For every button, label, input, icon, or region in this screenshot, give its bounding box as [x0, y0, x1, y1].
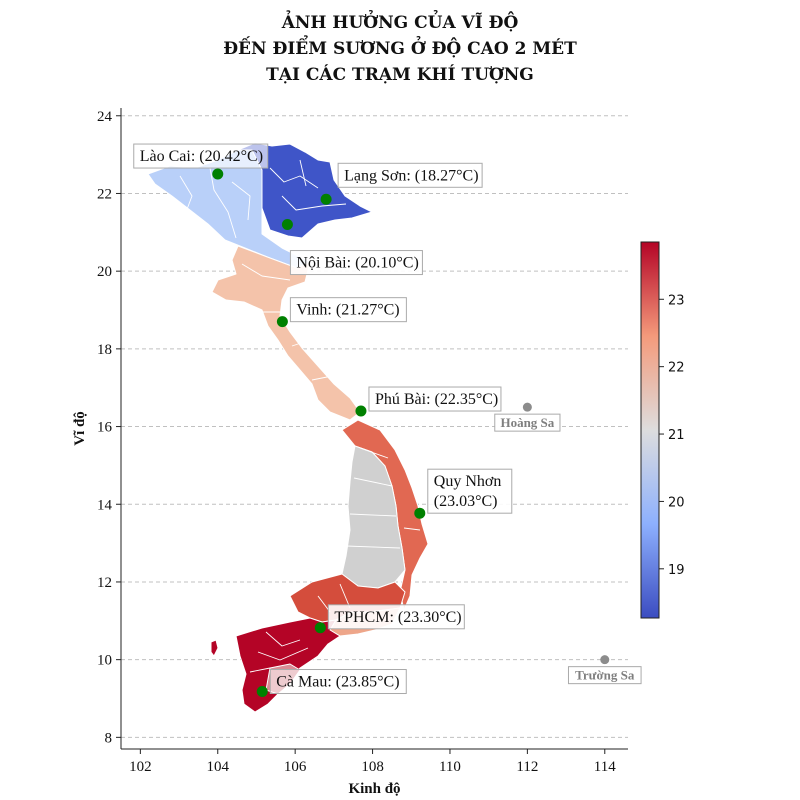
y-axis-title: Vĩ độ [72, 411, 88, 446]
title-line-1: ẢNH HƯỞNG CỦA VĨ ĐỘ [281, 13, 519, 33]
station-label-box [337, 162, 483, 188]
colorbar-tick-label-22: 22 [668, 361, 685, 376]
x-tick-label-114: 114 [594, 759, 616, 775]
station-label-text: TPHCM: (23.30°C) [334, 609, 461, 626]
island-hoang-sa: Hoàng Sa [494, 402, 561, 432]
chart-title: ẢNH HƯỞNG CỦA VĨ ĐỘ ĐẾN ĐIỂM SƯƠNG Ở ĐỘ … [0, 10, 800, 88]
vietnam-map-regions [147, 142, 429, 713]
station-marker [256, 686, 268, 698]
y-tick-label-18: 18 [97, 342, 112, 358]
island-label-box [567, 666, 642, 685]
y-tick-label-22: 22 [97, 186, 112, 202]
title-line-3: TẠI CÁC TRẠM KHÍ TƯỢNG [266, 65, 534, 85]
station-marker [355, 405, 367, 417]
y-tick-label-20: 20 [97, 264, 112, 280]
island-truong-sa: Trường Sa [567, 655, 642, 685]
province-boundaries [179, 159, 421, 673]
y-tick-label-8: 8 [105, 730, 113, 746]
island-marker [600, 655, 610, 665]
station-label-text: Phú Bài: (22.35°C) [375, 391, 498, 408]
y-tick-label-16: 16 [97, 420, 113, 436]
axes: 102 104 106 108 110 112 114 8 10 12 14 16 18 20 22 24 Ki… [72, 108, 628, 797]
colorbar-tick-label-21: 21 [668, 428, 685, 443]
island-marker [522, 402, 532, 412]
y-tick-label-24: 24 [97, 109, 113, 125]
station-label-text: Lạng Sơn: (18.27°C) [344, 167, 478, 184]
islands: Hoàng Sa Trường Sa [494, 402, 642, 685]
station-marker [281, 219, 293, 231]
station-vinh: Vinh: (21.27°C) [276, 297, 407, 328]
x-tick-label-102: 102 [129, 759, 152, 775]
station-label-box [133, 143, 269, 169]
x-tick-label-104: 104 [207, 759, 230, 775]
colorbar-tick-label-19: 19 [668, 563, 685, 578]
region-north-central [211, 245, 361, 421]
colorbar-tick-label-20: 20 [668, 495, 685, 510]
station-quy-nhon: Quy Nhơn (23.03°C) [414, 468, 513, 519]
x-tick-label-106: 106 [284, 759, 307, 775]
station-label-box [289, 297, 407, 323]
x-tick-label-110: 110 [439, 759, 461, 775]
station-lang-son: Lạng Sơn: (18.27°C) [320, 162, 483, 205]
stations: Lào Cai: (20.42°C) Lạng Sơn: (18.27°C) Nội… [133, 143, 513, 698]
station-phu-bai: Phú Bài: (22.35°C) [355, 386, 502, 417]
y-tick-label-10: 10 [97, 653, 112, 669]
station-noi-bai: Nội Bài: (20.10°C) [281, 219, 423, 276]
colorbar-ticks: 19 20 21 22 23 [659, 293, 685, 578]
colorbar-gradient [640, 241, 660, 619]
station-label-text: Vinh: (21.27°C) [296, 302, 399, 319]
station-label-text: Quy Nhơn [434, 473, 502, 490]
station-label-text: Nội Bài: (20.10°C) [296, 255, 418, 272]
x-tick-label-108: 108 [361, 759, 384, 775]
station-label-box [289, 250, 423, 276]
station-lao-cai: Lào Cai: (20.42°C) [133, 143, 269, 180]
title-line-2: ĐẾN ĐIỂM SƯƠNG Ở ĐỘ CAO 2 MÉT [223, 39, 577, 59]
station-label-box [368, 386, 502, 412]
island-label: Hoàng Sa [500, 415, 554, 430]
station-label-text-2: (23.03°C) [434, 493, 498, 510]
station-marker [414, 507, 426, 519]
station-marker [320, 193, 332, 205]
region-northeast [237, 142, 373, 239]
island-label: Trường Sa [575, 668, 635, 683]
station-ca-mau: Cà Mau: (23.85°C) [256, 669, 407, 698]
station-label-text: Cà Mau: (23.85°C) [276, 674, 399, 691]
y-tick-label-14: 14 [97, 497, 113, 513]
station-label-box [427, 468, 513, 514]
station-marker [276, 316, 288, 328]
colorbar: 19 20 21 22 23 [640, 241, 685, 619]
station-label-box [269, 669, 407, 695]
station-label-box [327, 604, 465, 630]
x-tick-label-112: 112 [516, 759, 538, 775]
station-marker [212, 168, 224, 180]
island-label-box [494, 413, 561, 432]
station-label-text: Lào Cai: (20.42°C) [140, 148, 263, 165]
station-marker [314, 622, 326, 634]
y-tick-label-12: 12 [97, 575, 112, 591]
region-phu-quoc [210, 639, 219, 657]
station-tphcm: TPHCM: (23.30°C) [314, 604, 465, 634]
x-axis-title: Kinh độ [348, 781, 400, 797]
colorbar-tick-label-23: 23 [668, 293, 685, 308]
